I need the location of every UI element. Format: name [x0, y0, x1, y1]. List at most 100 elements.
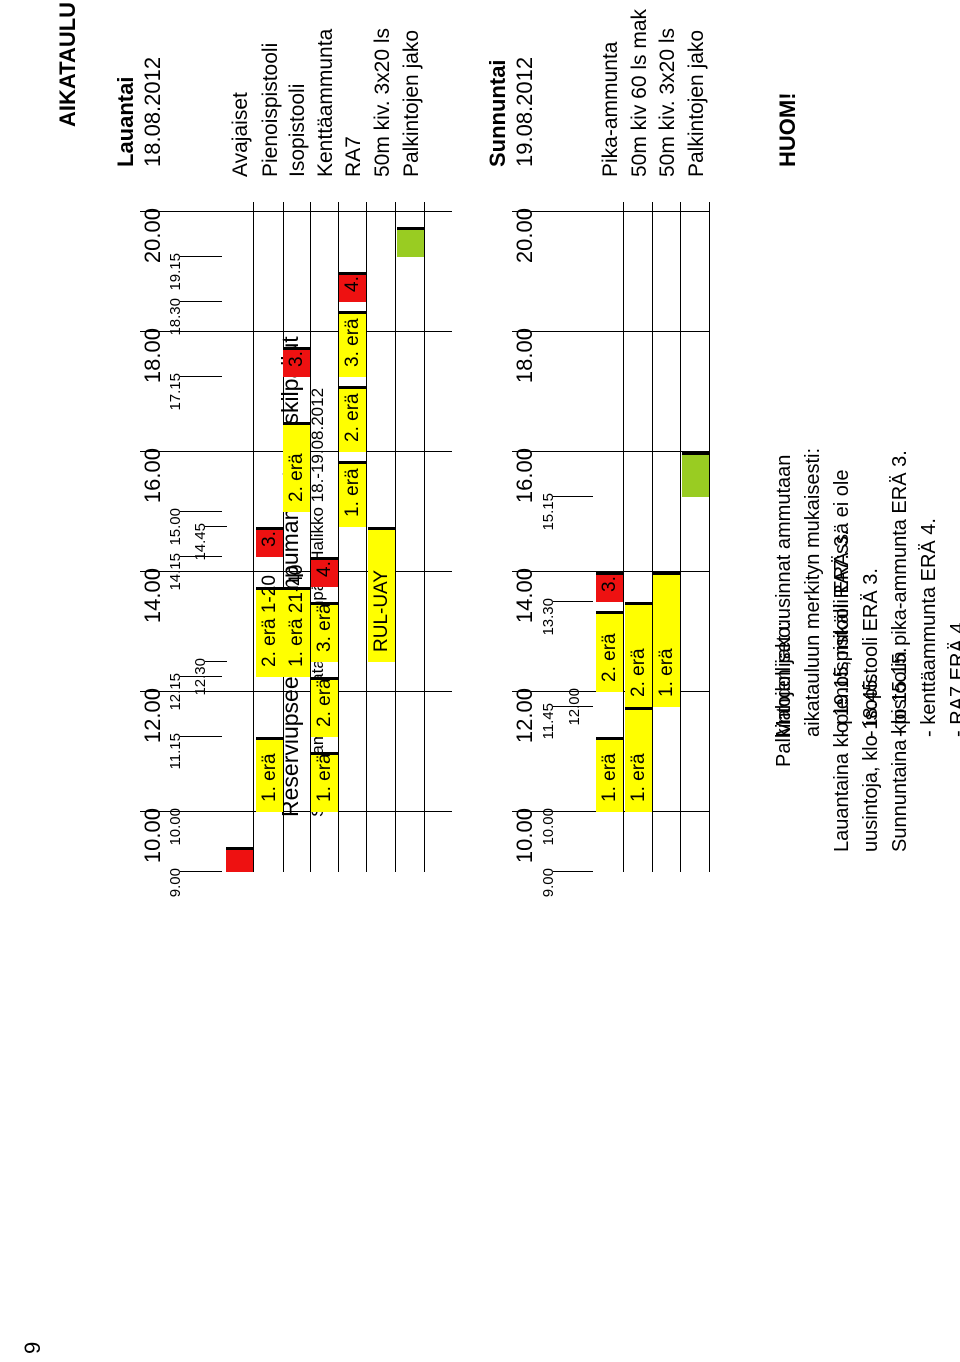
row-line [680, 202, 681, 872]
segment-isopistooli_1: 1. erä 21-40 [283, 565, 310, 677]
prize-line: Sunnuntaina klo 15.15. [889, 647, 911, 852]
note-line: - kenttäammunta ERÄ 4. [918, 518, 940, 737]
segment-isopistooli_2: 2. erä [283, 422, 310, 512]
segment-isopistooli_3: 3. [283, 347, 310, 377]
segment-pika_1: 1. erä [596, 737, 623, 812]
tick-label: 12.15 [167, 673, 184, 711]
segment-label: RUL-UAY [370, 570, 392, 652]
minor-tick [180, 256, 222, 257]
minor-tick [553, 811, 593, 812]
note-line: aikatauluun merkityn mukaisesti: [802, 447, 824, 737]
hour-label: 14.00 [140, 568, 165, 624]
segment-mak_2: 2. erä [625, 602, 652, 707]
row-line [424, 202, 425, 872]
segment-pienoispistooli_1: 1. erä [256, 737, 283, 812]
tick-label: 13.30 [540, 598, 557, 636]
tick-label: 11.45 [540, 703, 557, 740]
segment-label: 2. erä [341, 393, 363, 442]
segment-label: 3. erä [341, 318, 363, 367]
minor-tick [180, 301, 222, 302]
prize-block: Lauantaina klo 19.15, mikäli RA7:ssä ei … [828, 470, 915, 852]
tick-label: 11.15 [167, 733, 184, 770]
segment-label: 1. erä 21-40 [285, 564, 307, 667]
hour-label: 16.00 [512, 448, 537, 504]
sunday-day: Sunnuntai [485, 59, 510, 167]
segment-palkinnot [682, 452, 709, 497]
tick-label: 18.30 [167, 298, 184, 336]
row-line [283, 202, 284, 872]
page-number: 9 [20, 1341, 45, 1354]
segment-label: 1. erä [655, 648, 677, 697]
row-label: 50m kiv 60 ls mak [628, 8, 651, 177]
hour-label: 12.00 [512, 688, 537, 744]
note-line: - RA7 ERÄ 4. [947, 616, 960, 737]
row-label: Pienoispistooli [259, 42, 282, 177]
tick-label: 9.00 [167, 868, 184, 898]
segment-kiv_1: RUL-UAY [368, 527, 395, 662]
minor-tick [180, 871, 222, 872]
segment-label: 1. erä [627, 753, 649, 802]
minor-tick [180, 556, 222, 557]
hour-label: 18.00 [512, 328, 537, 384]
prize-heading: Palkintojen jako: [773, 621, 795, 767]
segment-kentta_1: 1. erä [311, 752, 338, 812]
row-label: Pika-ammunta [599, 41, 622, 177]
minor-tick [553, 496, 593, 497]
tick-label: 9.00 [540, 868, 557, 898]
minor-tick [180, 376, 222, 377]
segment-label: 4. [341, 276, 363, 292]
row-line [709, 202, 710, 872]
segment-ra7_1: 1. erä [339, 461, 366, 527]
segment-label: 2. erä [598, 633, 620, 682]
segment-palkinnot [397, 227, 424, 257]
hour-label: 10.00 [512, 808, 537, 864]
hour-label: 14.00 [512, 568, 537, 624]
tick-label: 10.00 [167, 808, 184, 846]
prize-line: Lauantaina klo 19.15, mikäli RA7:ssä ei … [831, 469, 853, 852]
tick-label: 15.15 [540, 493, 557, 531]
segment-label: 3. [285, 351, 307, 367]
row-line [338, 202, 339, 872]
row-label: Palkintojen jako [400, 29, 423, 177]
row-label: 50m kiv. 3x20 ls [656, 28, 679, 177]
hour-label: 10.00 [140, 808, 165, 864]
hour-line [512, 451, 710, 452]
tick-label: 19.15 [167, 253, 184, 291]
hour-line [140, 691, 452, 692]
hour-line [512, 331, 710, 332]
schedule-heading: AIKATAULU [55, 1, 80, 127]
row-line [395, 202, 396, 872]
segment-label: 3. erä [313, 603, 335, 652]
row-label: Avajaiset [229, 92, 252, 177]
minor-tick [180, 511, 222, 512]
row-label: RA7 [342, 136, 365, 177]
segment-label: 4. [313, 561, 335, 577]
segment-pienoispistooli_2: 2. erä 1-20 [256, 575, 283, 677]
row-label: Kenttäammunta [314, 28, 337, 177]
segment-kentta_3: 3. erä [311, 602, 338, 662]
prize-line: uusintoja, klo 18.45. [860, 674, 882, 852]
tick-label: 17.15 [167, 373, 184, 411]
row-label: Isopistooli [286, 83, 309, 177]
minor-tick [553, 706, 593, 707]
segment-label: 2. erä [313, 678, 335, 727]
tick-label: 14.15 [167, 553, 184, 591]
segment-label: 2. erä [285, 453, 307, 502]
row-line [366, 202, 367, 872]
hour-label: 20.00 [512, 208, 537, 264]
hour-label: 12.00 [140, 688, 165, 744]
segment-label: 3. [258, 531, 280, 547]
segment-label: 2. erä 1-20 [258, 575, 280, 667]
hour-label: 18.00 [140, 328, 165, 384]
segment-label: 1. erä [313, 753, 335, 802]
minor-tick [553, 601, 593, 602]
hour-line [512, 211, 710, 212]
segment-pienoispistooli_3: 3. [256, 527, 283, 557]
segment-ra7_4: 4. [339, 272, 366, 302]
hour-label: 16.00 [140, 448, 165, 504]
segment-kiv_1: 1. erä [653, 572, 680, 707]
saturday-date: 18.08.2012 [140, 56, 165, 167]
notes-heading: HUOM! [775, 92, 800, 167]
row-label: 50m kiv. 3x20 ls [371, 28, 394, 177]
